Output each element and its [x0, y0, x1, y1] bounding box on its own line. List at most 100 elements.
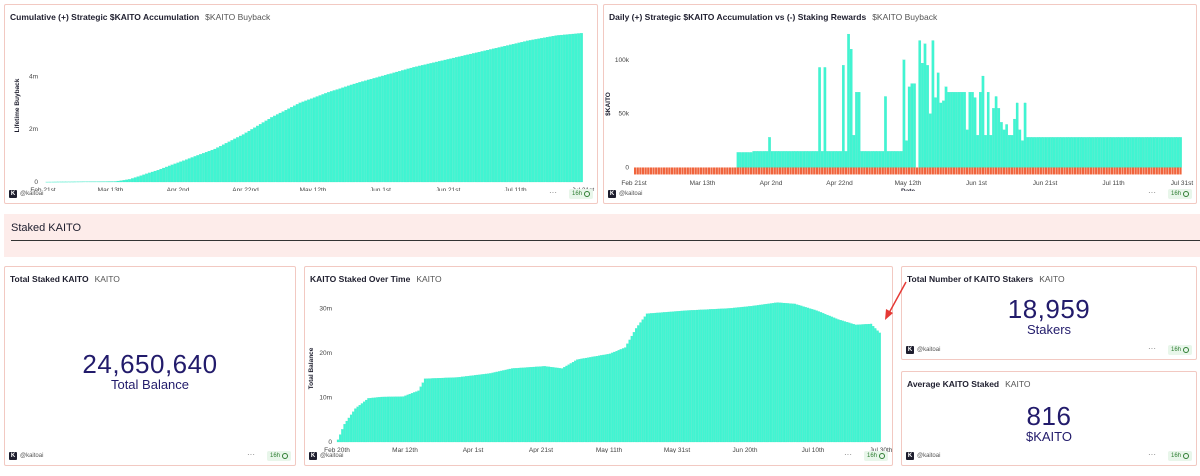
bar[interactable] [630, 335, 633, 443]
bar[interactable] [794, 151, 798, 168]
bar[interactable] [421, 382, 424, 443]
negative-bar[interactable] [760, 167, 763, 175]
bar[interactable] [528, 40, 532, 183]
bar[interactable] [809, 308, 812, 443]
negative-bar[interactable] [715, 167, 718, 175]
bar[interactable] [658, 312, 662, 443]
negative-bar[interactable] [794, 167, 797, 175]
bar[interactable] [503, 46, 507, 183]
bar[interactable] [173, 163, 177, 183]
negative-bar[interactable] [857, 167, 861, 175]
bar[interactable] [483, 50, 487, 183]
bar[interactable] [430, 378, 433, 443]
negative-bar[interactable] [699, 167, 703, 175]
negative-bar[interactable] [1179, 167, 1182, 175]
negative-bar[interactable] [884, 167, 887, 175]
bar[interactable] [711, 309, 714, 443]
bar[interactable] [778, 302, 781, 443]
bar[interactable] [341, 87, 345, 183]
bar[interactable] [846, 322, 849, 443]
bar[interactable] [798, 305, 801, 443]
bar[interactable] [131, 178, 134, 183]
bar[interactable] [111, 181, 114, 183]
bar[interactable] [515, 368, 518, 443]
bar[interactable] [576, 359, 579, 443]
bar[interactable] [463, 376, 466, 443]
negative-bar[interactable] [697, 167, 700, 175]
negative-bar[interactable] [786, 167, 790, 175]
bar[interactable] [802, 306, 805, 443]
bar[interactable] [569, 363, 572, 443]
bar[interactable] [847, 33, 850, 168]
bar[interactable] [910, 83, 914, 168]
negative-bar[interactable] [678, 167, 682, 175]
negative-bar[interactable] [1145, 167, 1148, 175]
negative-bar[interactable] [965, 167, 969, 175]
bar[interactable] [820, 151, 824, 168]
bar[interactable] [369, 398, 372, 443]
bar[interactable] [561, 368, 564, 443]
bar[interactable] [685, 310, 688, 443]
bar[interactable] [656, 312, 659, 443]
negative-bar[interactable] [731, 167, 734, 175]
bar[interactable] [514, 43, 518, 183]
bar[interactable] [992, 108, 995, 168]
bar[interactable] [689, 310, 692, 443]
bar[interactable] [224, 143, 228, 183]
bar[interactable] [361, 81, 365, 183]
negative-bar[interactable] [1000, 167, 1003, 175]
bar[interactable] [663, 312, 666, 443]
bar[interactable] [1023, 102, 1027, 168]
bar[interactable] [754, 305, 757, 443]
bar[interactable] [347, 417, 350, 443]
negative-bar[interactable] [1150, 167, 1153, 175]
bar[interactable] [275, 114, 279, 183]
negative-bar[interactable] [889, 167, 892, 175]
bar[interactable] [389, 73, 393, 183]
bar[interactable] [1110, 137, 1114, 168]
bar[interactable] [1118, 137, 1122, 168]
bar[interactable] [1015, 102, 1019, 168]
bar[interactable] [417, 390, 420, 443]
negative-bar[interactable] [1055, 167, 1058, 175]
bar[interactable] [826, 151, 829, 168]
negative-bar[interactable] [1005, 167, 1008, 175]
bar[interactable] [270, 117, 274, 183]
negative-bar[interactable] [644, 167, 647, 175]
bar[interactable] [241, 134, 245, 183]
bar[interactable] [409, 67, 413, 183]
negative-bar[interactable] [868, 167, 871, 175]
bar[interactable] [216, 147, 220, 183]
bar[interactable] [365, 399, 368, 443]
bar[interactable] [375, 77, 379, 183]
negative-bar[interactable] [1108, 167, 1111, 175]
bar[interactable] [1131, 137, 1135, 168]
bar[interactable] [239, 135, 242, 183]
negative-bar[interactable] [694, 167, 697, 175]
bar[interactable] [732, 307, 736, 443]
negative-bar[interactable] [744, 167, 747, 175]
bar[interactable] [615, 351, 618, 443]
bar[interactable] [1145, 137, 1148, 168]
bar[interactable] [936, 72, 940, 168]
bar[interactable] [789, 151, 792, 168]
bar[interactable] [619, 349, 622, 443]
negative-bar[interactable] [905, 167, 908, 175]
negative-bar[interactable] [1039, 167, 1042, 175]
bar[interactable] [473, 375, 477, 443]
negative-bar[interactable] [994, 167, 998, 175]
bar[interactable] [1029, 137, 1032, 168]
bar[interactable] [383, 75, 387, 183]
bar[interactable] [495, 371, 498, 443]
bar[interactable] [1050, 137, 1053, 168]
bar[interactable] [1100, 137, 1103, 168]
bar[interactable] [773, 151, 777, 168]
bar[interactable] [842, 65, 845, 168]
bar[interactable] [641, 319, 644, 443]
negative-bar[interactable] [1116, 167, 1119, 175]
freshness-badge[interactable]: 16h [863, 451, 888, 461]
bar[interactable] [404, 395, 407, 443]
bar[interactable] [352, 411, 355, 443]
negative-bar[interactable] [968, 167, 971, 175]
bar[interactable] [506, 369, 509, 443]
